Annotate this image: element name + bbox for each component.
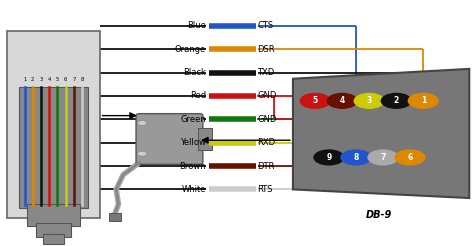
Text: 7: 7	[380, 153, 386, 162]
Text: Black: Black	[183, 68, 206, 77]
Text: 8: 8	[80, 77, 84, 82]
Text: Orange: Orange	[175, 45, 206, 54]
FancyBboxPatch shape	[7, 31, 100, 218]
Text: 4: 4	[47, 77, 51, 82]
Text: 7: 7	[72, 77, 75, 82]
Text: White: White	[182, 185, 206, 194]
Circle shape	[408, 93, 439, 109]
Text: RTS: RTS	[257, 185, 273, 194]
Text: Yellow: Yellow	[180, 138, 206, 147]
Bar	[43, 234, 64, 244]
Text: GND: GND	[257, 115, 277, 124]
Circle shape	[394, 149, 426, 166]
Text: RXD: RXD	[257, 138, 275, 147]
Text: RJ-45: RJ-45	[39, 229, 68, 239]
Text: DSR: DSR	[257, 45, 275, 54]
Text: Brown: Brown	[180, 162, 206, 170]
Text: Red: Red	[190, 92, 206, 100]
Bar	[109, 213, 121, 221]
Circle shape	[137, 121, 147, 125]
Text: 6: 6	[407, 153, 413, 162]
Bar	[36, 223, 71, 237]
Text: 5: 5	[56, 77, 59, 82]
Bar	[19, 87, 88, 208]
Text: 8: 8	[353, 153, 359, 162]
Text: TXD: TXD	[257, 68, 274, 77]
Text: 2: 2	[31, 77, 35, 82]
Bar	[198, 128, 212, 150]
Circle shape	[381, 93, 412, 109]
Text: 9: 9	[326, 153, 332, 162]
Polygon shape	[293, 69, 469, 198]
Text: 1: 1	[23, 77, 27, 82]
FancyBboxPatch shape	[136, 114, 203, 164]
Text: 1: 1	[420, 96, 426, 105]
Text: GND: GND	[257, 92, 277, 100]
Circle shape	[327, 93, 358, 109]
Text: DTR: DTR	[257, 162, 275, 170]
Text: 4: 4	[339, 96, 345, 105]
Text: 3: 3	[39, 77, 43, 82]
Circle shape	[300, 93, 331, 109]
Text: Green: Green	[181, 115, 206, 124]
Circle shape	[367, 149, 399, 166]
Circle shape	[340, 149, 372, 166]
Text: 2: 2	[393, 96, 399, 105]
Bar	[27, 204, 80, 226]
Circle shape	[137, 151, 147, 156]
Text: 6: 6	[64, 77, 67, 82]
Text: 5: 5	[313, 96, 318, 105]
Circle shape	[354, 93, 385, 109]
Text: DB-9: DB-9	[366, 210, 392, 220]
Circle shape	[313, 149, 345, 166]
Text: Blue: Blue	[187, 21, 206, 30]
Text: CTS: CTS	[257, 21, 273, 30]
Text: 3: 3	[366, 96, 372, 105]
